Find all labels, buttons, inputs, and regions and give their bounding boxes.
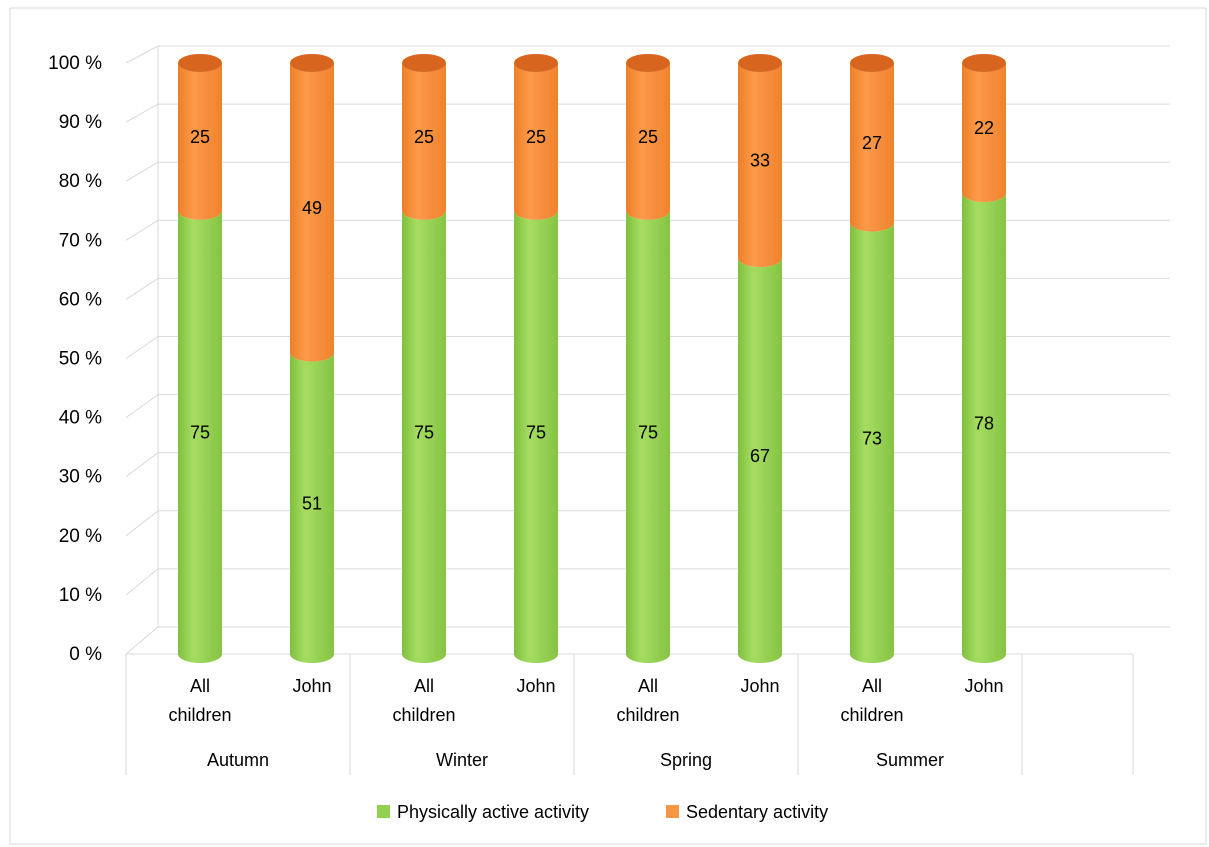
data-label: 49 bbox=[302, 198, 322, 218]
data-label: 75 bbox=[190, 422, 210, 442]
chart-border bbox=[9, 7, 1207, 845]
legend-label: Physically active activity bbox=[397, 802, 589, 822]
y-tick-label: 50 % bbox=[59, 349, 102, 370]
category-label: All children bbox=[168, 676, 231, 725]
legend-swatch bbox=[377, 805, 390, 818]
bar-segment-sedentary bbox=[850, 63, 894, 232]
data-label: 75 bbox=[414, 422, 434, 442]
data-label: 51 bbox=[302, 493, 322, 513]
x-axis: Autumn All children John Winter All children Jo… bbox=[125, 653, 1134, 775]
category-label: All children bbox=[840, 676, 903, 725]
bar-segment-active bbox=[402, 210, 446, 663]
bar-segment-active bbox=[178, 210, 222, 663]
category-label: All children bbox=[616, 676, 679, 725]
bar-segment-active bbox=[850, 222, 894, 663]
bar-segment-sedentary bbox=[514, 63, 558, 220]
bar-top-cap bbox=[738, 54, 782, 72]
category-label: John bbox=[516, 676, 555, 696]
category-label: John bbox=[292, 676, 331, 696]
bar-segment-active bbox=[626, 210, 670, 663]
gridline-diagonal bbox=[125, 336, 159, 359]
data-label: 25 bbox=[638, 127, 658, 147]
y-tick-label: 10 % bbox=[59, 585, 102, 606]
bar-segment-sedentary bbox=[290, 63, 334, 362]
data-label: 25 bbox=[190, 127, 210, 147]
group-label: Summer bbox=[876, 750, 944, 770]
bar-top-cap bbox=[962, 54, 1006, 72]
data-label: 73 bbox=[862, 428, 882, 448]
data-label: 75 bbox=[526, 422, 546, 442]
bar-segment-sedentary bbox=[626, 63, 670, 220]
y-tick-label: 0 % bbox=[69, 644, 102, 665]
bar-top-cap bbox=[626, 54, 670, 72]
y-tick-label: 80 % bbox=[59, 171, 102, 192]
y-axis-ticks: 0 % 10 % 20 % 30 % 40 % 50 % 60 % 70 % 80 % 90 % 1… bbox=[48, 53, 102, 665]
bar-segment-sedentary bbox=[962, 63, 1006, 203]
bar-segment-sedentary bbox=[178, 63, 222, 220]
y-tick-label: 90 % bbox=[59, 112, 102, 133]
data-label: 33 bbox=[750, 151, 770, 171]
category-label: John bbox=[964, 676, 1003, 696]
data-label: 78 bbox=[974, 414, 994, 434]
data-label: 75 bbox=[638, 422, 658, 442]
gridline-diagonal bbox=[125, 510, 159, 537]
y-tick-label: 60 % bbox=[59, 289, 102, 310]
data-label: 22 bbox=[974, 118, 994, 138]
bar-segment-active bbox=[962, 193, 1006, 663]
data-label: 25 bbox=[526, 127, 546, 147]
gridline-diagonal bbox=[125, 219, 159, 241]
gridline-diagonal bbox=[125, 452, 159, 478]
y-tick-label: 70 % bbox=[59, 230, 102, 251]
legend: Physically active activity Sedentary acti… bbox=[377, 802, 828, 822]
category-label: John bbox=[740, 676, 779, 696]
bar-top-cap bbox=[290, 54, 334, 72]
data-labels: 75 25 51 49 75 25 75 25 75 25 67 33 73 27 78 22 bbox=[190, 118, 994, 513]
bar-segment-active bbox=[290, 352, 335, 663]
y-tick-label: 30 % bbox=[59, 467, 102, 488]
y-tick-label: 20 % bbox=[59, 526, 102, 547]
gridline-diagonal bbox=[125, 394, 159, 419]
data-label: 67 bbox=[750, 446, 770, 466]
bar-segment-active bbox=[514, 210, 558, 663]
gridline-diagonal bbox=[125, 568, 159, 596]
data-label: 27 bbox=[862, 133, 882, 153]
bar-top-cap bbox=[514, 54, 558, 72]
data-label: 25 bbox=[414, 127, 434, 147]
gridline-diagonal bbox=[125, 277, 159, 300]
bar-top-cap bbox=[850, 54, 894, 72]
group-label: Autumn bbox=[207, 750, 269, 770]
bar-top-cap bbox=[402, 54, 446, 72]
gridline-diagonal bbox=[125, 626, 159, 655]
bar-segment-sedentary bbox=[402, 63, 446, 220]
gridline-diagonal bbox=[125, 45, 159, 64]
category-label: All children bbox=[392, 676, 455, 725]
legend-label: Sedentary activity bbox=[686, 802, 828, 822]
y-tick-label: 40 % bbox=[59, 408, 102, 429]
legend-swatch bbox=[666, 805, 679, 818]
gridline-diagonal bbox=[125, 103, 159, 123]
group-label: Spring bbox=[660, 750, 712, 770]
group-label: Winter bbox=[436, 750, 488, 770]
bars bbox=[178, 54, 1006, 663]
bar-top-cap bbox=[178, 54, 222, 72]
bar-segment-active bbox=[738, 258, 782, 663]
gridline-diagonal bbox=[125, 161, 159, 182]
y-tick-label: 100 % bbox=[48, 53, 102, 74]
bar-segment-sedentary bbox=[738, 63, 782, 268]
